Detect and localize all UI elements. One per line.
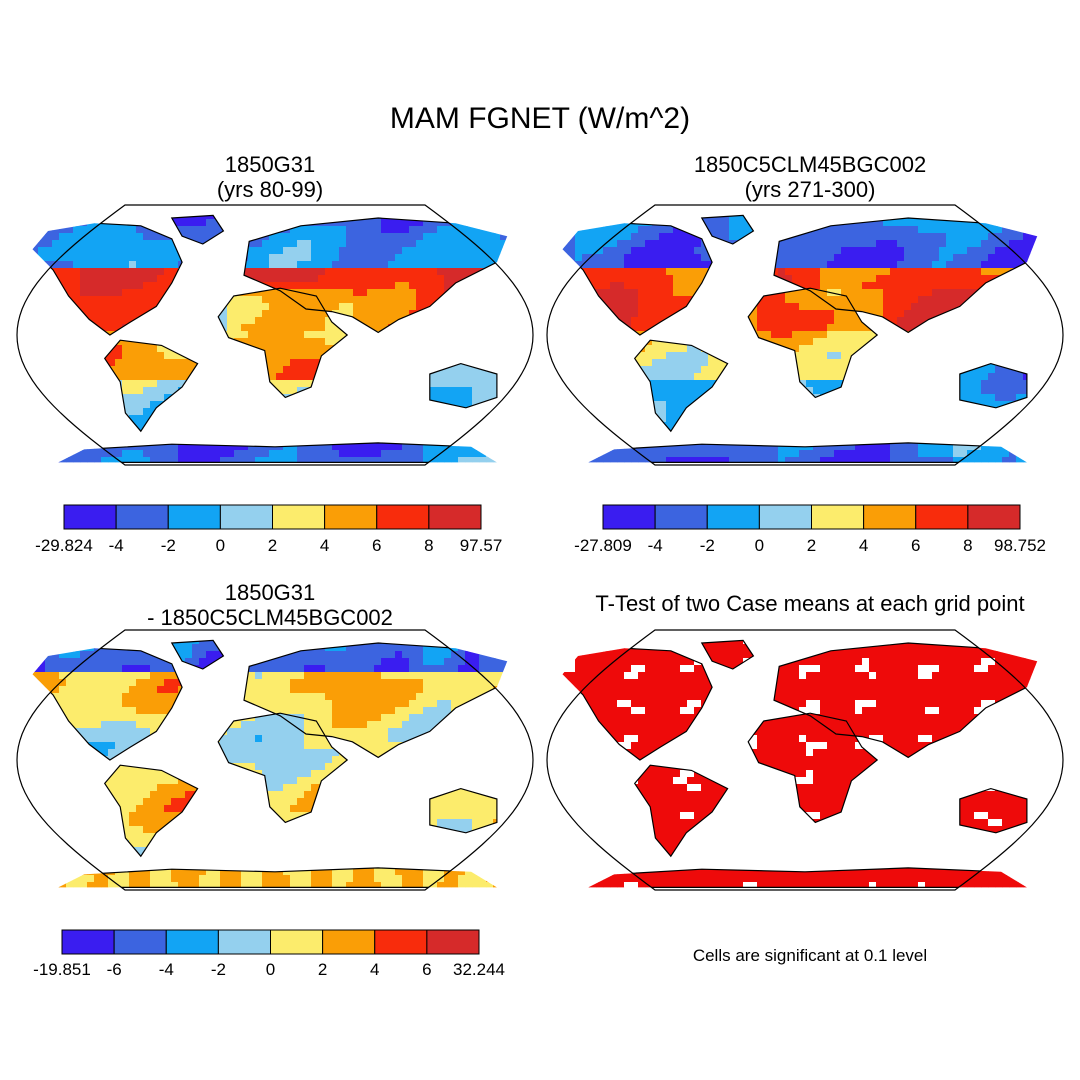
colorbar-tick-label: -4	[647, 536, 663, 555]
colorbar-swatch	[270, 929, 324, 955]
panel-1-title-line1: 1850G31	[224, 152, 316, 177]
colorbar-swatch	[324, 504, 378, 530]
coastlines-1	[31, 214, 509, 463]
coastlines-3	[31, 639, 509, 888]
colorbar-tick-label: -27.809	[574, 536, 632, 555]
colorbar-swatch	[654, 504, 708, 530]
colorbar-swatch	[61, 929, 115, 955]
colorbar-swatch	[113, 929, 167, 955]
panel-2-title-line1: 1850C5CLM45BGC002	[693, 152, 927, 177]
map-panel-2	[546, 204, 1064, 466]
colorbar-tick-label: 0	[215, 536, 226, 555]
colorbar-1	[63, 504, 482, 530]
colorbar-tick-label: 32.244	[453, 960, 505, 979]
colorbar-tick-label: 8	[963, 536, 973, 555]
panel-3-title-line2: - 1850C5CLM45BGC002	[147, 605, 393, 630]
colorbar-swatch	[272, 504, 326, 530]
colorbar-swatch	[758, 504, 812, 530]
colorbar-swatch	[217, 929, 271, 955]
colorbar-tick-label: 6	[911, 536, 921, 555]
colorbar-tick-label: 4	[319, 536, 330, 555]
colorbar-tick-label: 97.57	[459, 536, 503, 555]
colorbar-swatch	[63, 504, 117, 530]
colorbar-swatch	[811, 504, 865, 530]
colorbar-swatch	[915, 504, 969, 530]
colorbar-tick-label: 4	[370, 960, 380, 979]
colorbar-swatch	[426, 929, 480, 955]
panel-2-title-line2: (yrs 271-300)	[744, 177, 876, 202]
colorbar-tick-label: 2	[806, 536, 817, 555]
colorbar-tick-label: 6	[422, 960, 432, 979]
colorbar-tick-label: -2	[160, 536, 176, 555]
colorbar-swatch	[428, 504, 482, 530]
colorbar-tick-label: -4	[108, 536, 124, 555]
map-frame-1	[16, 204, 534, 466]
panel-3-title-line1: 1850G31	[224, 580, 316, 605]
colorbar-swatch	[967, 504, 1021, 530]
panel-1-title-line2: (yrs 80-99)	[216, 177, 324, 202]
map-frame-4	[546, 629, 1064, 891]
map-frame-2	[546, 204, 1064, 466]
coastlines-4	[561, 639, 1039, 888]
map-panel-1	[16, 204, 534, 466]
significance-note: Cells are significant at 0.1 level	[692, 946, 928, 965]
colorbar-tick-label: 4	[858, 536, 869, 555]
figure-title: MAM FGNET (W/m^2)	[389, 102, 691, 135]
colorbar-swatch	[219, 504, 273, 530]
coastlines-2	[561, 214, 1039, 463]
colorbar-swatch	[322, 929, 376, 955]
colorbar-tick-label: 0	[754, 536, 765, 555]
colorbar-swatch	[167, 504, 221, 530]
colorbar-tick-label: 8	[424, 536, 434, 555]
colorbar-tick-label: 6	[372, 536, 382, 555]
colorbar-tick-label: -4	[158, 960, 174, 979]
colorbar-swatch	[376, 504, 430, 530]
map-panel-3	[16, 629, 534, 891]
colorbar-3	[61, 929, 480, 955]
colorbar-swatch	[602, 504, 656, 530]
colorbar-swatch	[863, 504, 917, 530]
colorbar-tick-label: 0	[265, 960, 276, 979]
colorbar-tick-label: -2	[699, 536, 715, 555]
colorbar-tick-label: 2	[267, 536, 278, 555]
colorbar-swatch	[706, 504, 760, 530]
colorbar-2	[602, 504, 1021, 530]
colorbar-tick-label: 98.752	[994, 536, 1046, 555]
map-panel-4	[546, 629, 1064, 891]
colorbar-swatch	[165, 929, 219, 955]
colorbar-swatch	[374, 929, 428, 955]
map-frame-3	[16, 629, 534, 891]
colorbar-tick-label: -6	[106, 960, 122, 979]
colorbar-tick-label: 2	[317, 960, 328, 979]
panel-4-title: T-Test of two Case means at each grid po…	[595, 591, 1025, 616]
colorbar-swatch	[115, 504, 169, 530]
colorbar-tick-label: -19.851	[33, 960, 91, 979]
colorbar-tick-label: -29.824	[35, 536, 93, 555]
colorbar-tick-label: -2	[210, 960, 226, 979]
